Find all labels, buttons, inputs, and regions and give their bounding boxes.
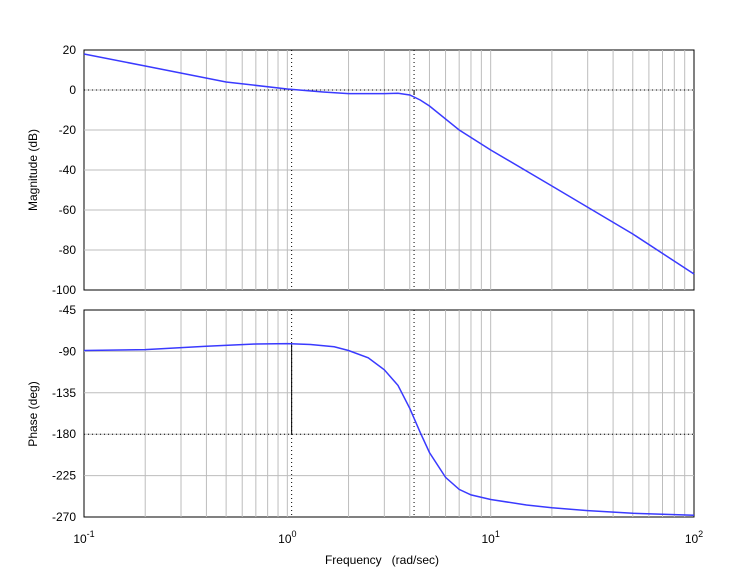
phase-y-tick-label: -90 — [59, 344, 77, 358]
phase-grid — [84, 310, 694, 517]
magnitude-y-tick-label: 20 — [63, 43, 77, 57]
magnitude-axis-title: Magnitude (dB) — [26, 129, 40, 211]
magnitude-y-tick-label: -80 — [59, 243, 77, 257]
phase-y-tick-label: -270 — [52, 510, 76, 524]
phase-plot-frame — [83, 309, 695, 518]
magnitude-y-tick-label: -20 — [59, 123, 77, 137]
tick-labels: 20 0 -20 -40 -60 -80 -100 -45 -90 -135 -180 -225 -27… — [52, 43, 703, 546]
magnitude-y-tick-label: -40 — [59, 163, 77, 177]
x-tick-label: 10-1 — [73, 529, 94, 546]
reference-lines — [84, 50, 694, 517]
magnitude-y-tick-label: -100 — [52, 283, 76, 297]
phase-axis-title: Phase (deg) — [26, 381, 40, 446]
magnitude-y-tick-label: 0 — [69, 83, 76, 97]
phase-y-tick-label: -45 — [59, 303, 77, 317]
curves — [83, 53, 695, 516]
phase-y-tick-label: -225 — [52, 469, 76, 483]
phase-y-tick-label: -180 — [52, 427, 76, 441]
phase-y-tick-label: -135 — [52, 386, 76, 400]
magnitude-grid — [84, 50, 694, 290]
magnitude-y-tick-label: -60 — [59, 203, 77, 217]
x-tick-label: 102 — [685, 529, 703, 546]
phase-curve — [83, 342, 695, 516]
x-tick-label: 101 — [481, 529, 499, 546]
magnitude-curve — [83, 53, 695, 275]
frequency-axis-title: Frequency (rad/sec) — [325, 553, 439, 567]
x-tick-label: 100 — [278, 529, 296, 546]
